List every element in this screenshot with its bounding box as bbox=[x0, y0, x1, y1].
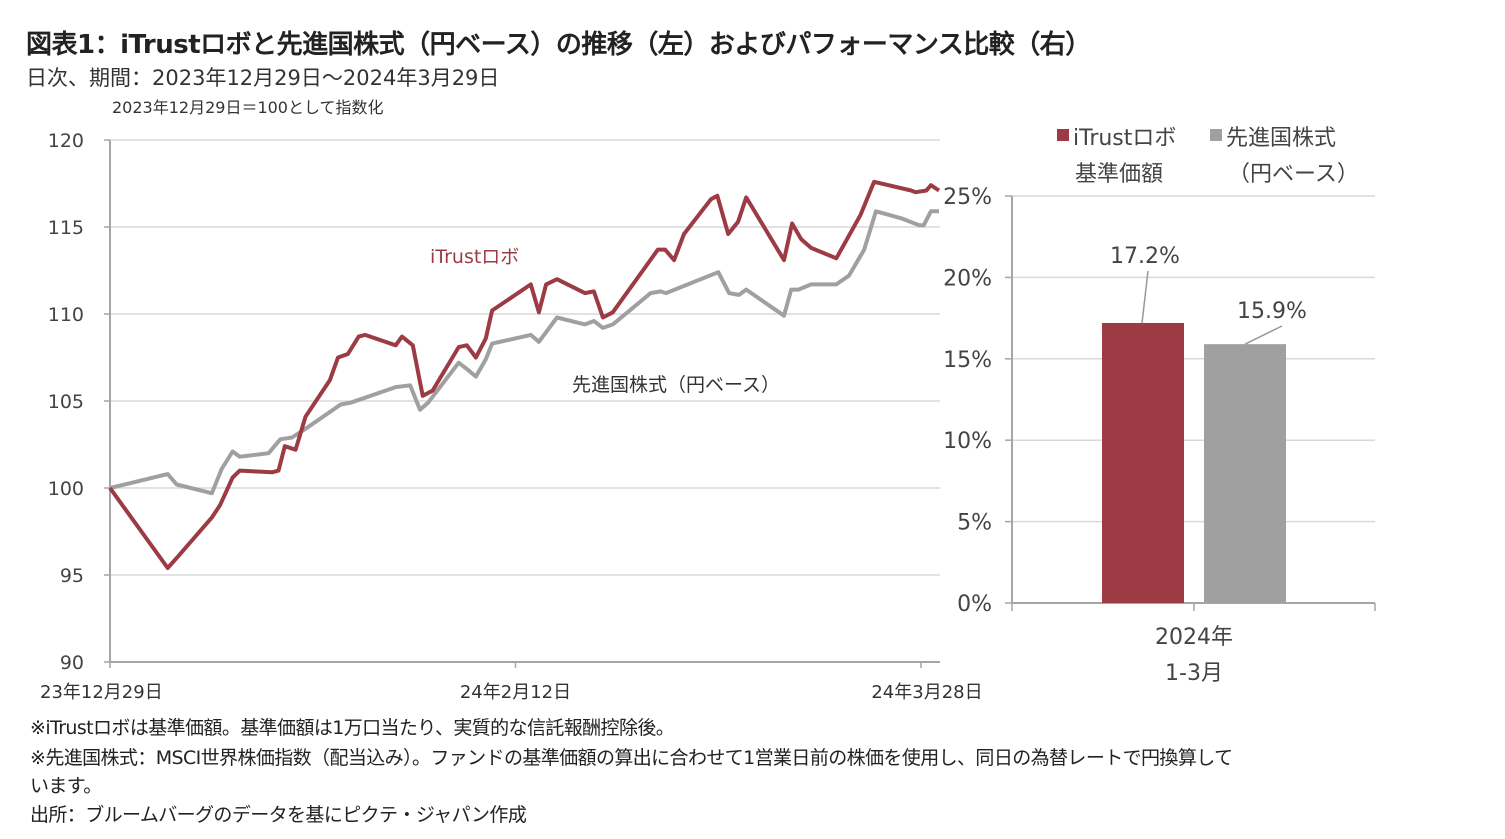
legend-label: iTrustロボ bbox=[1073, 126, 1176, 151]
y-tick-label: 110 bbox=[48, 304, 84, 326]
x-tick-label: 24年2月12日 bbox=[460, 682, 571, 703]
bar-y-tick-label: 25% bbox=[943, 185, 992, 210]
footnote-3: います。 bbox=[30, 775, 102, 797]
bar-y-tick-label: 10% bbox=[943, 429, 992, 454]
index-note: 2023年12月29日＝100として指数化 bbox=[112, 98, 384, 117]
series-line-msci bbox=[109, 209, 939, 496]
bar-category-label: 1-3月 bbox=[1165, 661, 1223, 686]
bar-y-tick-label: 15% bbox=[943, 348, 992, 373]
series-label-itrust: iTrustロボ bbox=[430, 246, 519, 268]
bar-y-tick-label: 20% bbox=[943, 266, 992, 291]
legend-label: 先進国株式 bbox=[1226, 126, 1336, 151]
bar-category-label: 2024年 bbox=[1155, 625, 1233, 650]
legend-label: （円ベース） bbox=[1228, 162, 1359, 187]
series-label-msci: 先進国株式（円ベース） bbox=[572, 374, 780, 396]
y-tick-label: 95 bbox=[60, 565, 84, 587]
chart-subtitle: 日次、期間：2023年12月29日～2024年3月29日 bbox=[26, 66, 500, 90]
y-tick-label: 105 bbox=[48, 391, 84, 413]
y-tick-label: 115 bbox=[48, 217, 84, 239]
bar-data-label: 15.9% bbox=[1237, 299, 1307, 324]
chart-title: 図表1：iTrustロボと先進国株式（円ベース）の推移（左）およびパフォーマンス… bbox=[26, 30, 1091, 60]
y-tick-label: 100 bbox=[48, 478, 84, 500]
legend-swatch-itrust bbox=[1057, 129, 1069, 141]
legend-swatch-msci bbox=[1210, 129, 1222, 141]
series-line-itrust bbox=[108, 179, 941, 570]
bar-y-tick-label: 5% bbox=[957, 511, 992, 536]
bar-y-tick-label: 0% bbox=[957, 592, 992, 617]
x-tick-label: 24年3月28日 bbox=[871, 682, 982, 703]
bar-data-label: 17.2% bbox=[1110, 244, 1180, 269]
y-tick-label: 90 bbox=[60, 652, 84, 674]
data-label-leader bbox=[1244, 325, 1283, 345]
source-note: 出所：ブルームバーグのデータを基にピクテ・ジャパン作成 bbox=[30, 804, 527, 826]
y-tick-label: 120 bbox=[48, 130, 84, 152]
footnote-2: ※先進国株式：MSCI世界株価指数（配当込み）。ファンドの基準価額の算出に合わせ… bbox=[30, 747, 1233, 769]
bar-itrust bbox=[1102, 322, 1184, 603]
footnote-1: ※iTrustロボは基準価額。基準価額は1万口当たり、実質的な信託報酬控除後。 bbox=[30, 717, 675, 739]
legend-label: 基準価額 bbox=[1075, 162, 1163, 187]
x-tick-label: 23年12月29日 bbox=[40, 682, 163, 703]
bar-msci bbox=[1204, 344, 1286, 603]
data-label-leader bbox=[1141, 270, 1149, 324]
